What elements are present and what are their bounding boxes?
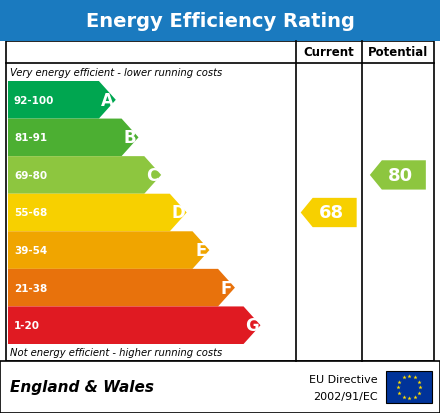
Text: Energy Efficiency Rating: Energy Efficiency Rating (85, 12, 355, 31)
Bar (0, 0, 440, 42)
Polygon shape (8, 307, 260, 344)
Polygon shape (370, 161, 426, 190)
Polygon shape (8, 194, 187, 232)
Text: 68: 68 (319, 204, 344, 222)
Polygon shape (8, 157, 161, 194)
Text: Current: Current (303, 46, 354, 59)
Text: Not energy efficient - higher running costs: Not energy efficient - higher running co… (10, 348, 222, 358)
Text: 2002/91/EC: 2002/91/EC (313, 392, 378, 401)
Text: C: C (147, 166, 159, 185)
Text: Potential: Potential (368, 46, 428, 59)
Text: A: A (101, 92, 114, 109)
Text: F: F (221, 279, 232, 297)
Text: England & Wales: England & Wales (10, 380, 154, 394)
Text: B: B (124, 129, 136, 147)
Text: 92-100: 92-100 (14, 95, 55, 106)
Bar (386, 371, 432, 403)
Polygon shape (8, 82, 116, 119)
Text: 80: 80 (388, 166, 414, 185)
Text: 1-20: 1-20 (14, 320, 40, 330)
Polygon shape (8, 269, 235, 307)
Text: G: G (245, 316, 259, 335)
Text: 81-91: 81-91 (14, 133, 47, 143)
Bar (6, 42, 434, 361)
Polygon shape (8, 119, 139, 157)
Text: D: D (172, 204, 185, 222)
Bar (0, 361, 440, 413)
Text: E: E (195, 242, 207, 259)
Text: EU Directive: EU Directive (309, 374, 378, 384)
Polygon shape (8, 232, 209, 269)
Text: 21-38: 21-38 (14, 283, 47, 293)
Text: 55-68: 55-68 (14, 208, 47, 218)
Text: 39-54: 39-54 (14, 245, 47, 256)
Polygon shape (301, 198, 357, 228)
Text: 69-80: 69-80 (14, 171, 47, 180)
Text: Very energy efficient - lower running costs: Very energy efficient - lower running co… (10, 68, 222, 78)
